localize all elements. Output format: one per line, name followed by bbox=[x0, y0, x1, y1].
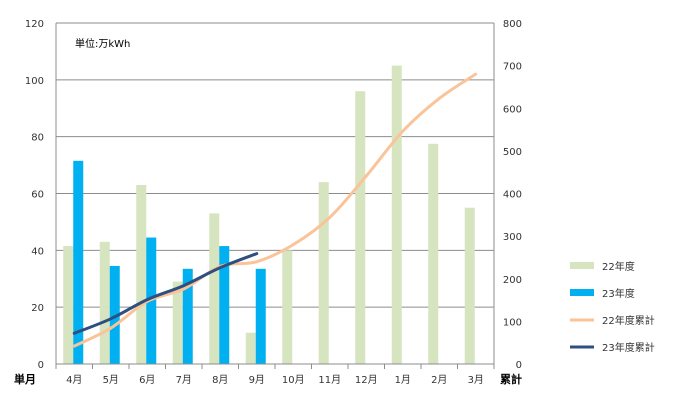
y-right-tick-label: 400 bbox=[503, 190, 522, 201]
bar bbox=[136, 184, 147, 364]
y-right-tick-label: 600 bbox=[503, 104, 522, 115]
y-right-tick-label: 100 bbox=[503, 317, 522, 328]
y-right-tick-label: 200 bbox=[503, 275, 522, 286]
bar bbox=[73, 160, 84, 364]
bar bbox=[355, 91, 366, 364]
axes: 0 20 40 60 80 100 120 0 100 200 300 400 500 600 700 800… bbox=[25, 19, 522, 386]
x-tick-label: 3月 bbox=[468, 374, 484, 386]
legend: 22年度 23年度 22年度累計 23年度累計 bbox=[570, 260, 655, 354]
bar bbox=[245, 332, 256, 364]
legend-label: 23年度累計 bbox=[602, 341, 655, 354]
legend-label: 22年度 bbox=[602, 260, 635, 273]
x-tick-label: 8月 bbox=[212, 374, 228, 386]
y-right-tick-label: 700 bbox=[503, 62, 522, 73]
y-left-tick-label: 80 bbox=[31, 133, 44, 144]
y-right-tick-label: 500 bbox=[503, 147, 522, 158]
y-right-tick-label: 300 bbox=[503, 232, 522, 243]
x-tick-label: 5月 bbox=[103, 374, 119, 386]
gridlines bbox=[56, 22, 494, 365]
bar bbox=[318, 182, 329, 364]
x-tick-label: 12月 bbox=[355, 374, 378, 386]
bar bbox=[255, 268, 266, 364]
bar bbox=[428, 143, 439, 364]
x-tick-label: 9月 bbox=[249, 374, 265, 386]
legend-label: 22年度累計 bbox=[602, 314, 655, 327]
bar bbox=[391, 65, 402, 364]
bar bbox=[182, 268, 193, 364]
x-tick-label: 11月 bbox=[318, 374, 341, 386]
y-left-tick-label: 0 bbox=[38, 360, 44, 371]
bar bbox=[172, 281, 183, 364]
legend-swatch bbox=[570, 289, 594, 296]
x-tick-label: 7月 bbox=[176, 374, 192, 386]
bar bbox=[63, 246, 74, 364]
bar bbox=[209, 213, 220, 364]
lines bbox=[72, 72, 478, 348]
x-corner-label: 単月 bbox=[14, 372, 36, 386]
y2-corner-label: 累計 bbox=[500, 372, 522, 386]
y-right-tick-label: 0 bbox=[516, 360, 522, 371]
legend-label: 23年度 bbox=[602, 287, 635, 300]
legend-swatch bbox=[570, 262, 594, 269]
bar bbox=[99, 241, 110, 364]
y-left-tick-label: 20 bbox=[31, 303, 44, 314]
x-tick-label: 10月 bbox=[282, 374, 305, 386]
bar bbox=[219, 246, 230, 364]
x-tick-label: 1月 bbox=[395, 374, 411, 386]
y-left-tick-label: 100 bbox=[25, 76, 44, 87]
x-tick-label: 2月 bbox=[431, 374, 447, 386]
unit-label: 単位:万kWh bbox=[75, 37, 130, 50]
bar bbox=[282, 250, 293, 364]
y-right-tick-label: 800 bbox=[503, 19, 522, 30]
bar bbox=[464, 207, 475, 364]
y-left-tick-label: 120 bbox=[25, 19, 44, 30]
series-line bbox=[72, 72, 478, 348]
x-tick-label: 4月 bbox=[66, 374, 82, 386]
y-left-tick-label: 40 bbox=[31, 246, 44, 257]
series-line bbox=[72, 252, 259, 335]
bar bbox=[109, 265, 120, 364]
y-left-tick-label: 60 bbox=[31, 190, 44, 201]
x-tick-label: 6月 bbox=[139, 374, 155, 386]
